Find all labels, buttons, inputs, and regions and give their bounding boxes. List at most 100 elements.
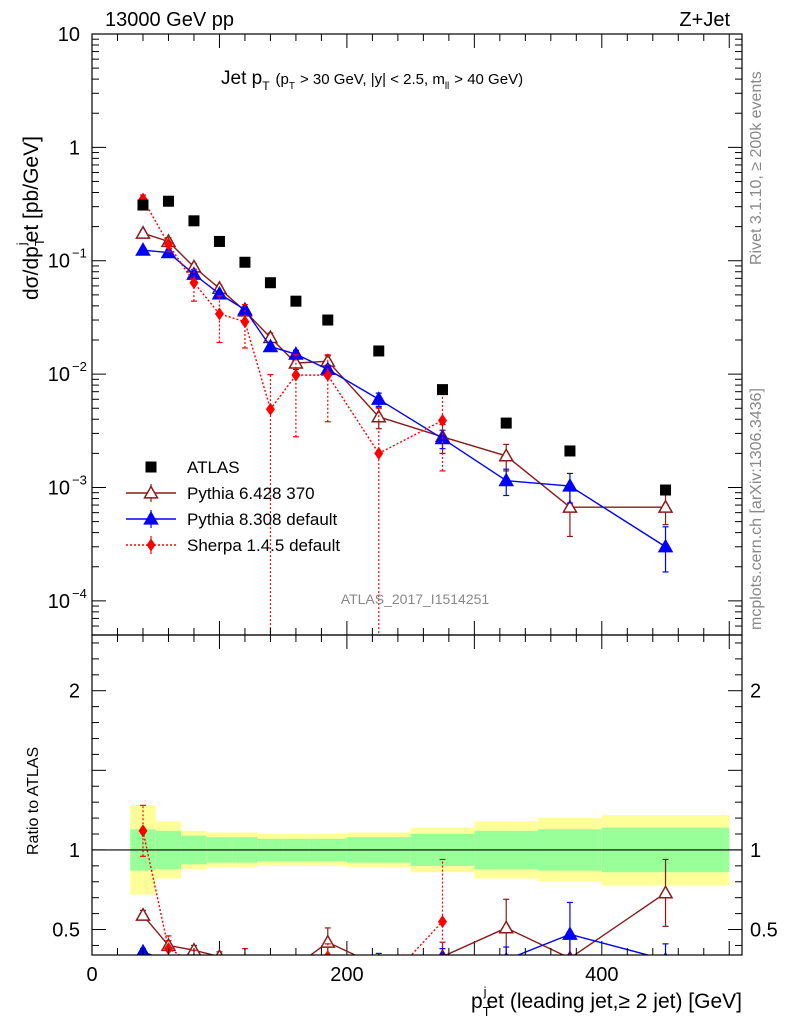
pythia-6-428-370-ratio-point <box>498 919 515 934</box>
main-data-layer <box>135 192 674 635</box>
sherpa-1-4-5-default-ratio-point <box>138 824 148 838</box>
pythia-8-308-default-point <box>498 472 515 487</box>
title-cut-open: (p <box>276 71 289 88</box>
x-axis-label: pTjet (leading jet,≥ 2 jet) [GeV] <box>471 984 742 1019</box>
ratio-y-tick-label-right: 1 <box>750 840 761 862</box>
title-cut-end: > 40 GeV) <box>454 71 523 88</box>
pythia-6-428-370-point <box>498 447 515 462</box>
y-tick-label: 10 <box>48 251 70 273</box>
pythia-8-308-default-point <box>262 338 279 353</box>
pythia-8-308-default-ratio-point <box>264 960 277 971</box>
x-tick-label: 0 <box>86 964 97 986</box>
pythia-6-428-370-point <box>562 499 578 513</box>
y-tick-label-exponent: −2 <box>72 359 87 374</box>
atlas-data-point <box>564 445 576 457</box>
sherpa-1-4-5-default-point <box>323 368 333 382</box>
atlas-data-point <box>137 199 149 211</box>
pythia-8-308-default-point <box>562 478 578 492</box>
pythia-8-308-default-point <box>135 242 151 256</box>
ratio-y-tick-label: 1 <box>69 840 80 862</box>
sherpa-1-4-5-default-ratio-point <box>324 950 332 955</box>
pythia-6-428-370-point <box>657 499 674 513</box>
x-label-sub: T <box>483 1004 491 1019</box>
pythia-6-428-370-ratio-point <box>289 960 302 971</box>
y-tick-label-exponent: −4 <box>72 586 87 601</box>
sherpa-1-4-5-default-ratio-point <box>291 968 300 981</box>
x-label-p: p <box>471 990 483 1013</box>
pythia-8-308-default-point <box>211 285 228 300</box>
process-label: Z+Jet <box>679 9 730 31</box>
pythia-8-308-default-ratio-point <box>238 960 251 971</box>
pythia-6-428-370-point <box>135 225 151 239</box>
sherpa-1-4-5-default-ratio-point <box>215 966 224 979</box>
sherpa-1-4-5-default-ratio-point <box>437 915 447 929</box>
atlas-data-point <box>264 277 276 289</box>
pythia-8-308-default-ratio-point <box>167 953 170 955</box>
atlas-data-point <box>239 256 251 268</box>
atlas-data-point <box>373 345 385 357</box>
y-axis-label: dσ/dpTjet [pb/GeV] <box>14 136 47 300</box>
y-label-rest: et [pb/GeV] <box>20 136 43 242</box>
pythia-8-308-default-ratio-point <box>193 953 195 955</box>
y-tick-label-exponent: −3 <box>72 472 87 487</box>
y-tick-label: 10 <box>58 24 80 46</box>
legend-marker-pythia-8-308-default <box>143 510 159 525</box>
y-tick-label: 10 <box>48 591 70 613</box>
ratio-frame <box>91 634 743 956</box>
legend-label-atlas: ATLAS <box>187 458 240 477</box>
analysis-id: ATLAS_2017_I1514251 <box>341 591 490 607</box>
x-tick-label: 200 <box>330 964 363 986</box>
atlas-data-point <box>660 484 672 496</box>
pythia-6-428-370-ratio-point <box>319 934 336 948</box>
title-main: Jet p <box>221 68 262 89</box>
sherpa-1-4-5-default-ratio-point <box>266 990 275 1003</box>
sherpa-1-4-5-default-point <box>240 315 250 329</box>
x-label-rest: et (leading jet,≥ 2 jet) [GeV] <box>487 990 743 1013</box>
ratio-y-tick-label-right: 2 <box>750 681 761 703</box>
ratio-y-tick-label: 2 <box>69 681 80 703</box>
pythia-8-308-default-ratio-point <box>439 950 446 955</box>
legend-marker-atlas <box>145 461 157 473</box>
pythia-6-428-370-ratio-point <box>264 958 277 969</box>
sherpa-1-4-5-default-point <box>265 402 275 416</box>
ratio-plot-area: 0 200 400 2 2 1 1 0.5 0.5 <box>52 34 778 1003</box>
y-label-sub: T <box>32 238 47 246</box>
legend: ATLAS Pythia 6.428 370 Pythia 8.308 defaul… <box>126 458 340 555</box>
sherpa-1-4-5-default-point <box>291 368 301 382</box>
mcplots-label: mcplots.cern.ch [arXiv:1306.3436] <box>748 388 765 630</box>
rivet-label: Rivet 3.1.10, ≥ 200k events <box>748 71 765 265</box>
energy-label: 13000 GeV pp <box>105 9 234 31</box>
atlas-data-point <box>188 215 200 227</box>
y-label-a: dσ/dp <box>20 246 43 300</box>
pythia-6-428-370-ratio-point <box>657 884 674 899</box>
pythia-8-308-default-ratio-point <box>289 958 302 969</box>
legend-label-sherpa-1-4-5-default: Sherpa 1.4.5 default <box>187 536 340 555</box>
pythia-8-308-default-ratio-point <box>377 953 380 955</box>
sherpa-1-4-5-default-ratio-point <box>189 956 198 969</box>
sherpa-1-4-5-default-point <box>189 276 199 290</box>
legend-marker-sherpa-1-4-5-default <box>146 538 156 552</box>
sherpa-1-4-5-default-point <box>163 237 173 251</box>
x-label-sup: j <box>483 984 487 999</box>
pythia-8-308-default-point <box>657 538 674 553</box>
pythia-6-428-370-ratio-point <box>372 960 385 971</box>
y-tick-label: 10 <box>48 364 70 386</box>
pythia-6-428-370-ratio-point <box>215 948 224 955</box>
legend-marker-pythia-6-428-370 <box>143 484 159 499</box>
atlas-data-point <box>162 195 174 207</box>
sherpa-1-4-5-default-ratio-point <box>374 984 383 997</box>
title-cut-sub2: ll <box>445 81 449 92</box>
pythia-8-308-default-ratio-line <box>142 933 651 955</box>
legend-label-pythia-8-308-default: Pythia 8.308 default <box>187 510 338 529</box>
atlas-data-point <box>322 314 334 326</box>
y-label-sup: j <box>14 242 29 246</box>
pythia-6-428-370-ratio-point <box>135 907 151 921</box>
title-cut-sub: T <box>289 81 295 92</box>
legend-label-pythia-6-428-370: Pythia 6.428 370 <box>187 484 315 503</box>
y-tick-label-exponent: −1 <box>72 246 87 261</box>
ratio-y-axis-label: Ratio to ATLAS <box>25 747 42 855</box>
sherpa-1-4-5-default-point <box>437 413 447 427</box>
sherpa-1-4-5-default-point <box>214 307 224 321</box>
